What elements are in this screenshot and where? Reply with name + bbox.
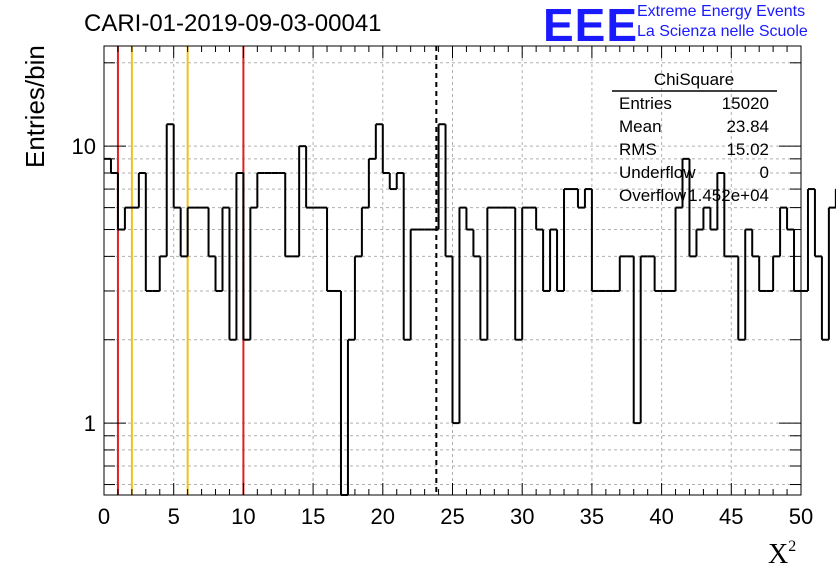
y-tick-label: 10 — [72, 134, 96, 159]
x-tick-label: 40 — [649, 504, 673, 529]
x-tick-label: 20 — [371, 504, 395, 529]
stats-value: 15.02 — [726, 140, 769, 159]
x-tick-label: 10 — [231, 504, 255, 529]
logo-line-1: Extreme Energy Events — [637, 3, 806, 20]
stats-label: Overflow — [619, 186, 687, 205]
x-tick-label: 5 — [168, 504, 180, 529]
x-tick-label: 0 — [98, 504, 110, 529]
stats-label: Entries — [619, 94, 672, 113]
axis-ticks: 0 5 10 15 20 25 30 35 40 45 50 1 10 — [72, 46, 813, 529]
y-tick-label: 1 — [84, 411, 96, 436]
x-tick-label: 15 — [301, 504, 325, 529]
stats-box: ChiSquare Entries 15020 Mean 23.84 RMS 15.02 Un… — [612, 70, 777, 205]
logo-line-2: La Scienza nelle Scuole — [637, 23, 808, 40]
stats-title: ChiSquare — [654, 70, 734, 89]
x-tick-label: 30 — [510, 504, 534, 529]
stats-label: RMS — [619, 140, 657, 159]
chart-title: CARI-01-2019-09-03-00041 — [84, 10, 382, 37]
stats-value: 0 — [760, 163, 769, 182]
eee-logo: EEE — [543, 0, 639, 51]
stats-label: Mean — [619, 117, 662, 136]
x-tick-label: 35 — [580, 504, 604, 529]
stats-value: 23.84 — [726, 117, 769, 136]
x-tick-label: 50 — [789, 504, 813, 529]
histogram — [104, 123, 836, 496]
stats-value: 15020 — [722, 94, 769, 113]
x-axis-label: X2 — [768, 538, 797, 570]
x-tick-label: 45 — [719, 504, 743, 529]
y-axis-label: Entries/bin — [20, 45, 50, 168]
stats-label: Underflow — [619, 163, 696, 182]
stats-value: 1.452e+04 — [688, 186, 769, 205]
reference-lines — [116, 46, 438, 495]
x-tick-label: 25 — [440, 504, 464, 529]
